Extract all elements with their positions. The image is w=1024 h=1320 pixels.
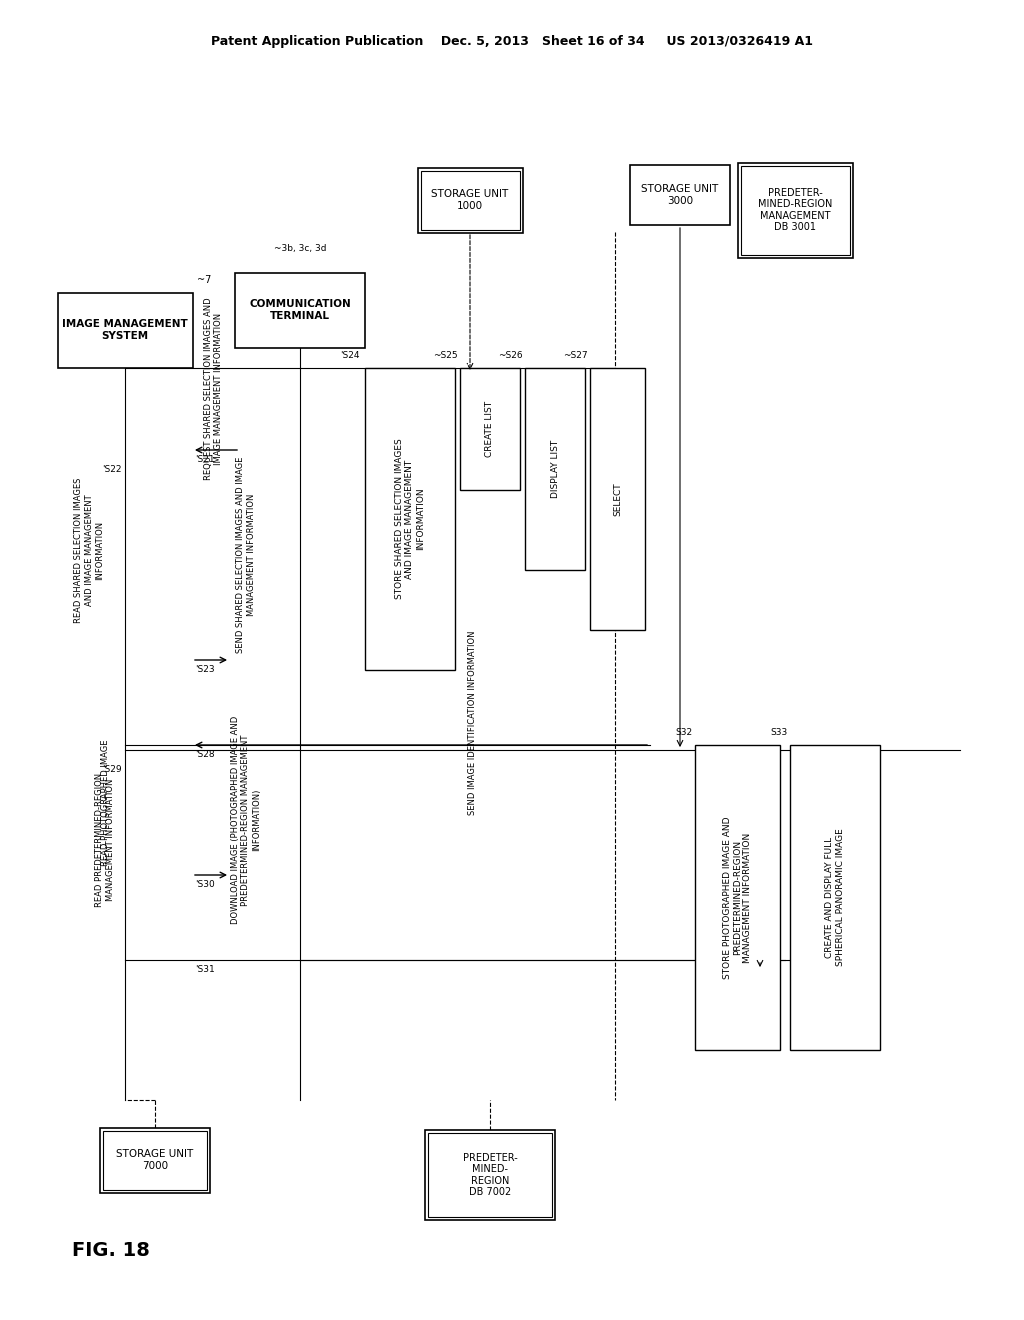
- Bar: [418, 168, 523, 234]
- Text: SEND IMAGE IDENTIFICATION INFORMATION: SEND IMAGE IDENTIFICATION INFORMATION: [468, 630, 477, 814]
- Text: ~7: ~7: [197, 275, 211, 285]
- Text: ~S26: ~S26: [499, 351, 523, 360]
- Text: STORAGE UNIT
3000: STORAGE UNIT 3000: [641, 185, 719, 206]
- Text: READ PHOTOGRAPHED IMAGE: READ PHOTOGRAPHED IMAGE: [100, 739, 110, 866]
- Text: STORE SHARED SELECTION IMAGES
AND IMAGE MANAGEMENT
INFORMATION: STORE SHARED SELECTION IMAGES AND IMAGE …: [395, 438, 425, 599]
- Bar: [365, 368, 455, 671]
- Bar: [741, 166, 850, 255]
- Text: READ PREDETERMINED-REGION
MANAGEMENT INFORMATION: READ PREDETERMINED-REGION MANAGEMENT INF…: [95, 774, 115, 907]
- Bar: [525, 368, 585, 570]
- Bar: [58, 293, 193, 368]
- Text: DISPLAY LIST: DISPLAY LIST: [551, 440, 559, 498]
- Text: Patent Application Publication    Dec. 5, 2013   Sheet 16 of 34     US 2013/0326: Patent Application Publication Dec. 5, 2…: [211, 36, 813, 49]
- Text: SEND SHARED SELECTION IMAGES AND IMAGE
MANAGEMENT INFORMATION: SEND SHARED SELECTION IMAGES AND IMAGE M…: [237, 457, 256, 653]
- Text: 'S29: 'S29: [102, 766, 122, 774]
- Text: S32: S32: [676, 729, 693, 737]
- Text: ~S25: ~S25: [433, 351, 458, 360]
- Bar: [590, 368, 645, 630]
- Text: 'S28: 'S28: [195, 750, 215, 759]
- Text: PREDETER-
MINED-
REGION
DB 7002: PREDETER- MINED- REGION DB 7002: [463, 1152, 517, 1197]
- Bar: [738, 162, 853, 257]
- Text: 'S31: 'S31: [195, 965, 215, 974]
- Text: 'S22: 'S22: [102, 465, 122, 474]
- Text: SELECT: SELECT: [613, 482, 622, 516]
- Text: REQUEST SHARED SELECTION IMAGES AND
IMAGE MANAGEMENT INFORMATION: REQUEST SHARED SELECTION IMAGES AND IMAG…: [204, 298, 223, 480]
- Text: 'S23: 'S23: [195, 665, 215, 675]
- Text: STORE PHOTOGRAPHED IMAGE AND
PREDETERMINED-REGION
MANAGEMENT INFORMATION: STORE PHOTOGRAPHED IMAGE AND PREDETERMIN…: [723, 816, 753, 978]
- Text: IMAGE MANAGEMENT
SYSTEM: IMAGE MANAGEMENT SYSTEM: [62, 319, 187, 341]
- Bar: [421, 172, 520, 230]
- Bar: [100, 1129, 210, 1193]
- Bar: [425, 1130, 555, 1220]
- Bar: [103, 1131, 207, 1191]
- Text: S33: S33: [771, 729, 788, 737]
- Text: 'S21: 'S21: [195, 455, 215, 465]
- Bar: [630, 165, 730, 224]
- Text: CREATE LIST: CREATE LIST: [485, 401, 495, 457]
- Bar: [790, 744, 880, 1049]
- Bar: [695, 744, 780, 1049]
- Text: STORAGE UNIT
1000: STORAGE UNIT 1000: [431, 189, 509, 211]
- Text: 'S30: 'S30: [195, 880, 215, 888]
- Text: FIG. 18: FIG. 18: [72, 1241, 150, 1259]
- Text: DOWNLOAD IMAGE (PHOTOGRAPHED IMAGE AND
PREDETERMINED-REGION MANAGEMENT
INFORMATI: DOWNLOAD IMAGE (PHOTOGRAPHED IMAGE AND P…: [231, 715, 261, 924]
- Text: ~S27: ~S27: [563, 351, 588, 360]
- Text: ~3b, 3c, 3d: ~3b, 3c, 3d: [273, 244, 327, 253]
- Text: STORAGE UNIT
7000: STORAGE UNIT 7000: [117, 1150, 194, 1171]
- Bar: [428, 1133, 552, 1217]
- Text: PREDETER-
MINED-REGION
MANAGEMENT
DB 3001: PREDETER- MINED-REGION MANAGEMENT DB 300…: [758, 187, 833, 232]
- Bar: [234, 273, 365, 348]
- Bar: [460, 368, 520, 490]
- Text: CREATE AND DISPLAY FULL
SPHERICAL PANORAMIC IMAGE: CREATE AND DISPLAY FULL SPHERICAL PANORA…: [825, 829, 845, 966]
- Text: READ SHARED SELECTION IMAGES
AND IMAGE MANAGEMENT
INFORMATION: READ SHARED SELECTION IMAGES AND IMAGE M…: [74, 478, 103, 623]
- Text: COMMUNICATION
TERMINAL: COMMUNICATION TERMINAL: [249, 300, 351, 321]
- Text: 'S24: 'S24: [341, 351, 360, 360]
